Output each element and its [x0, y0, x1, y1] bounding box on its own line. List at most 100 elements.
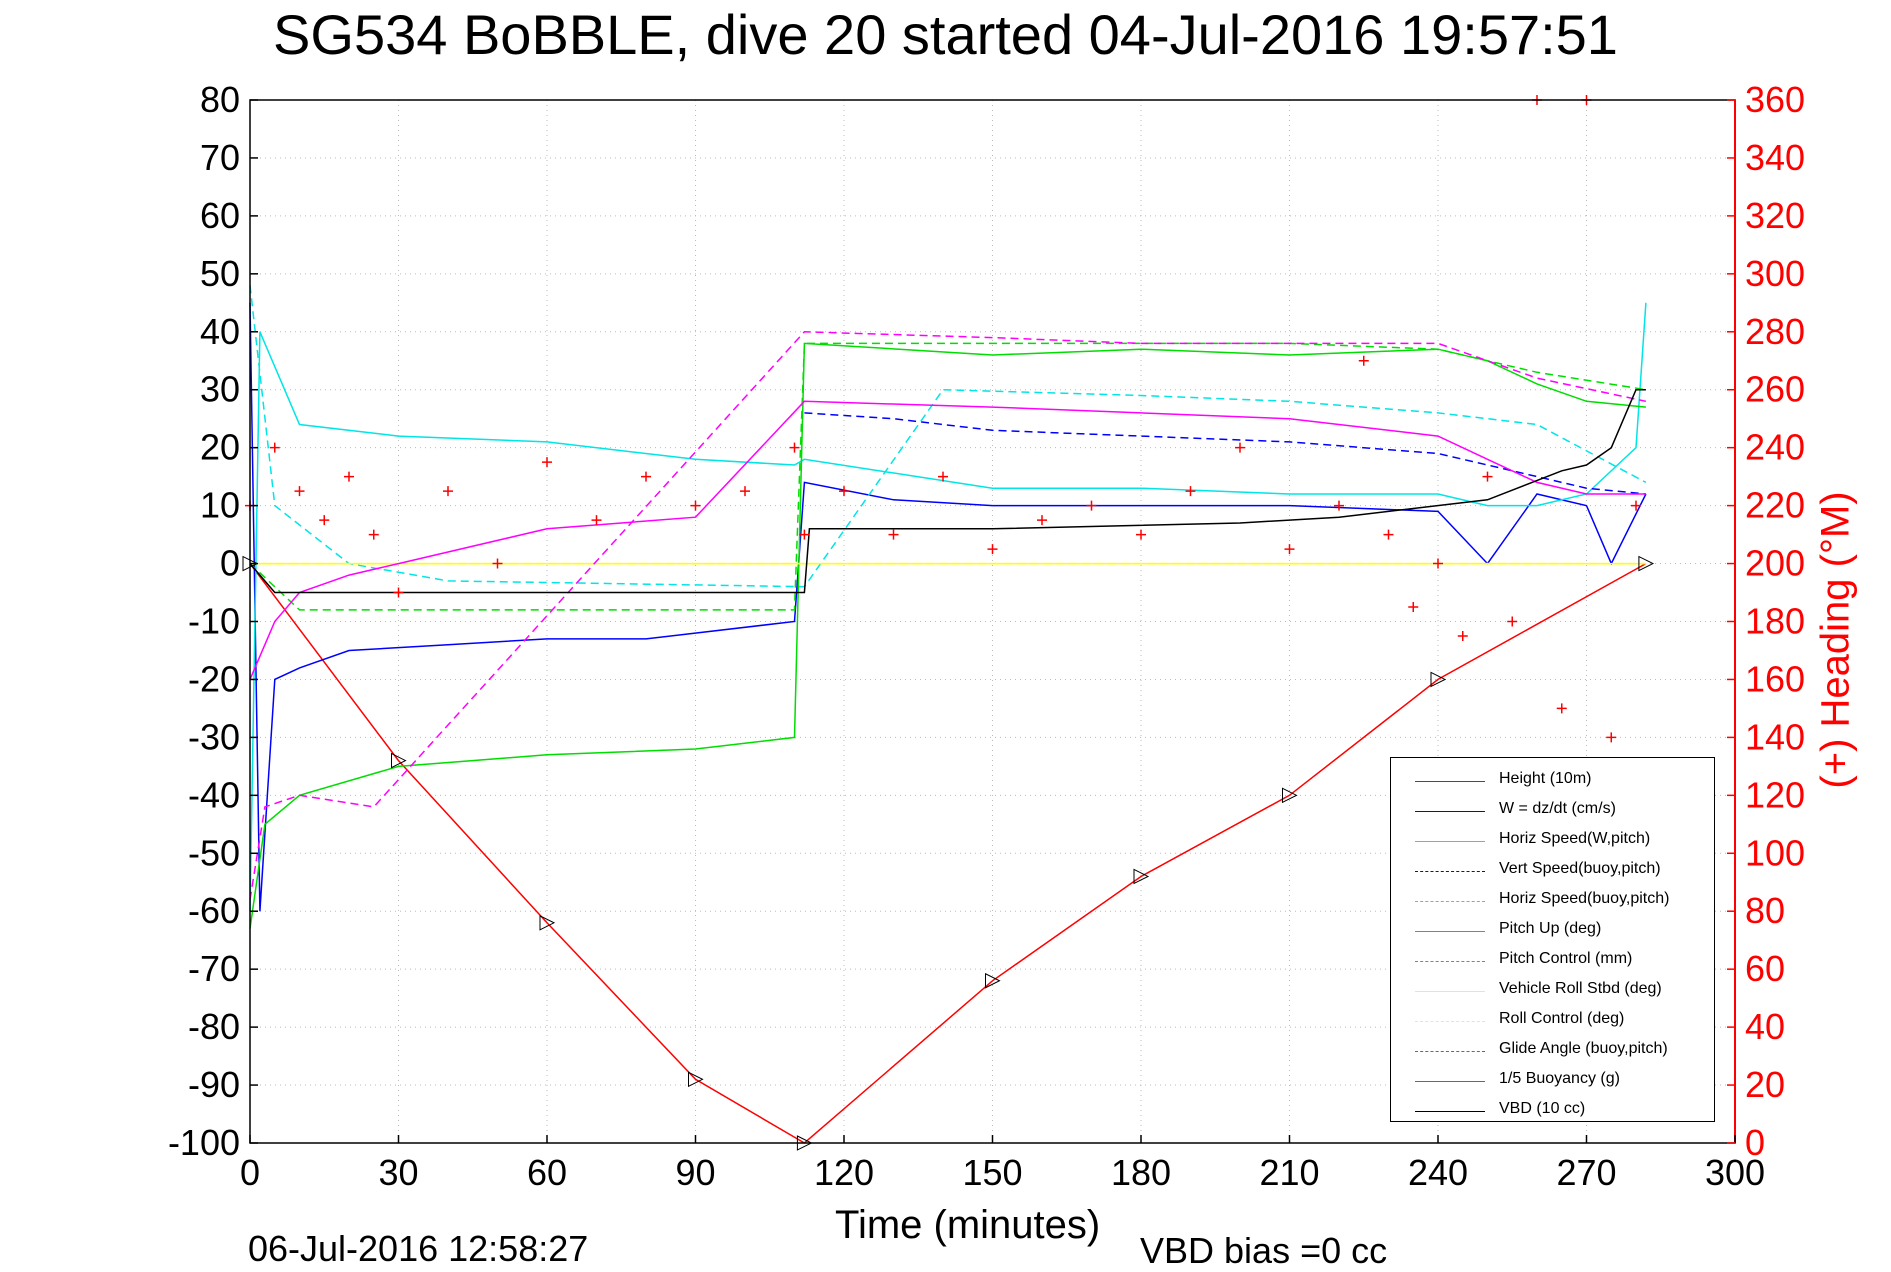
y-tick-label: -100 [168, 1122, 240, 1163]
heading-marker [1606, 732, 1617, 743]
x-tick-label: 90 [675, 1152, 715, 1193]
y-right-tick-label: 260 [1745, 369, 1805, 410]
heading-marker [319, 515, 330, 526]
legend-label: 1/5 Buoyancy (g) [1499, 1070, 1620, 1087]
heading-marker [690, 500, 701, 511]
y-tick-label: 0 [220, 543, 240, 584]
vbd-bias-label: VBD bias =0 cc [1140, 1230, 1388, 1271]
y-tick-label: 50 [200, 253, 240, 294]
heading-marker [789, 442, 800, 453]
legend-entry: Glide Angle (buoy,pitch) [1391, 1036, 1714, 1066]
y-right-tick-label: 360 [1745, 79, 1805, 120]
series-line-6 [249, 342, 1647, 611]
x-tick-label: 60 [527, 1152, 567, 1193]
series-line-11 [249, 388, 1646, 594]
x-tick-label: 270 [1556, 1152, 1616, 1193]
legend-entry: 1/5 Buoyancy (g) [1391, 1066, 1714, 1096]
heading-marker [1383, 529, 1394, 540]
heading-marker [542, 457, 552, 468]
y-right-tick-label: 300 [1745, 253, 1805, 294]
heading-marker [740, 486, 750, 497]
heading-marker [799, 529, 810, 540]
heading-marker [1556, 703, 1567, 714]
y-tick-label: -20 [188, 658, 240, 699]
heading-marker [1507, 616, 1518, 627]
legend-swatch [1415, 931, 1485, 932]
series-line-10 [249, 400, 1646, 680]
series-line-0 [249, 562, 1647, 1144]
heading-marker [393, 587, 404, 598]
x-tick-label: 300 [1705, 1152, 1765, 1193]
series-group [242, 95, 1655, 1151]
y-right-tick-label: 320 [1745, 195, 1805, 236]
heading-marker [1235, 442, 1245, 453]
legend: Height (10m) W = dz/dt (cm/s) Horiz Speed(… [1390, 757, 1715, 1122]
heading-marker [591, 515, 602, 526]
heading-marker [987, 544, 998, 555]
heading-marker [1086, 500, 1097, 511]
legend-entry: Roll Control (deg) [1391, 1006, 1714, 1036]
y-tick-label: 70 [200, 137, 240, 178]
x-tick-label: 120 [814, 1152, 874, 1193]
heading-marker [641, 471, 651, 482]
legend-entry: Vehicle Roll Stbd (deg) [1391, 976, 1714, 1006]
legend-entry: W = dz/dt (cm/s) [1391, 796, 1714, 826]
y-tick-label: -80 [188, 1006, 240, 1047]
depth-marker [688, 1071, 704, 1088]
series-line-3 [804, 412, 1646, 495]
y-tick-label: 60 [200, 195, 240, 236]
legend-label: Roll Control (deg) [1499, 1010, 1625, 1027]
x-tick-label: 180 [1111, 1152, 1171, 1193]
depth-marker [1133, 868, 1150, 885]
legend-swatch [1415, 961, 1485, 962]
y-tick-label: -50 [188, 832, 240, 873]
y-right-tick-label: 40 [1745, 1006, 1785, 1047]
y-axis-right-label: (+) Heading (°M) [1813, 491, 1858, 789]
legend-label: W = dz/dt (cm/s) [1499, 800, 1616, 817]
legend-swatch [1415, 871, 1485, 872]
legend-label: Glide Angle (buoy,pitch) [1499, 1040, 1668, 1057]
y-tick-label: -10 [188, 601, 240, 642]
series-line-2 [249, 302, 1647, 912]
legend-swatch [1415, 1051, 1485, 1052]
heading-marker [443, 486, 453, 497]
y-tick-label: -60 [188, 890, 240, 931]
x-tick-label: 0 [240, 1152, 260, 1193]
legend-label: Horiz Speed(buoy,pitch) [1499, 890, 1670, 907]
y-tick-label: 30 [200, 369, 240, 410]
x-tick-label: 240 [1408, 1152, 1468, 1193]
heading-marker [1457, 630, 1468, 641]
legend-label: Horiz Speed(W,pitch) [1499, 830, 1651, 847]
y-tick-label: 80 [200, 79, 240, 120]
heading-marker [1631, 500, 1641, 511]
depth-marker [391, 752, 407, 769]
timestamp: 06-Jul-2016 12:58:27 [248, 1228, 589, 1269]
heading-marker [1358, 355, 1369, 366]
heading-marker [1433, 558, 1443, 569]
legend-swatch [1415, 781, 1485, 782]
legend-entry: Height (10m) [1391, 766, 1714, 796]
depth-marker [1282, 787, 1298, 804]
x-tick-label: 30 [378, 1152, 418, 1193]
y-tick-label: 40 [200, 311, 240, 352]
series-line-5 [249, 342, 1646, 929]
depth-marker [1638, 555, 1655, 572]
heading-marker [1334, 500, 1344, 511]
y-tick-label: -90 [188, 1064, 240, 1105]
y-tick-label: -70 [188, 948, 240, 989]
y-right-tick-label: 280 [1745, 311, 1805, 352]
y-right-tick-label: 20 [1745, 1064, 1785, 1105]
legend-swatch [1415, 991, 1485, 992]
depth-marker [985, 972, 1001, 989]
depth-marker [1430, 671, 1447, 688]
heading-marker [1185, 486, 1196, 497]
legend-entry: Horiz Speed(W,pitch) [1391, 826, 1714, 856]
legend-label: Pitch Up (deg) [1499, 920, 1602, 937]
chart-title: SG534 BoBBLE, dive 20 started 04-Jul-201… [273, 3, 1618, 66]
x-axis-label: Time (minutes) [835, 1203, 1101, 1247]
y-right-tick-label: 120 [1745, 774, 1805, 815]
heading-marker [1408, 602, 1419, 613]
y-right-tick-label: 160 [1745, 658, 1805, 699]
legend-entry: VBD (10 cc) [1391, 1096, 1714, 1126]
